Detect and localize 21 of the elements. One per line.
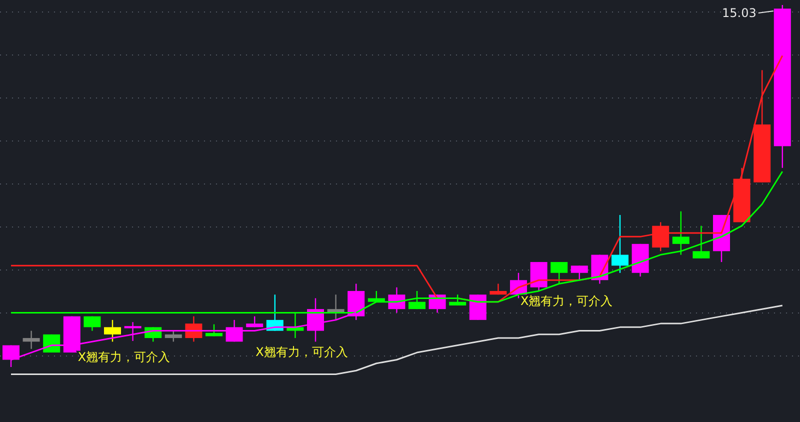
candlestick [185, 316, 202, 342]
candlestick [672, 210, 690, 256]
candlestick [84, 316, 101, 332]
candlestick [368, 290, 385, 302]
candlestick [449, 294, 466, 306]
candlestick [652, 222, 670, 252]
candlestick [408, 290, 426, 310]
candlestick [570, 265, 588, 281]
candlestick [124, 322, 142, 342]
annotation: X翘有力，可介入 [78, 350, 170, 364]
candlestick [612, 214, 628, 274]
candlestick [550, 261, 568, 284]
annotation: X翘有力，可介入 [256, 345, 348, 359]
candlestick [388, 286, 406, 314]
annotation: 15.03 [722, 6, 756, 20]
candlestick [22, 330, 40, 350]
candlestick [226, 319, 243, 342]
candlestick [692, 225, 710, 259]
annotation: X翘有力，可介入 [520, 294, 613, 308]
candlestick [104, 319, 121, 342]
candlestick [164, 330, 182, 342]
